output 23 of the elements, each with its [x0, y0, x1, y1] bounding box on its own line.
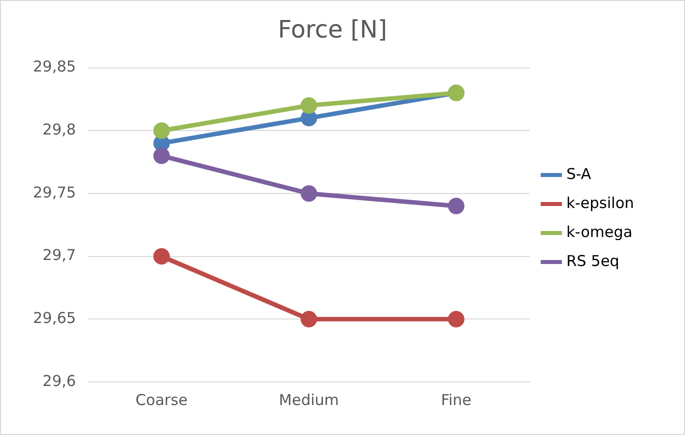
point [300, 97, 318, 114]
legend-label: k-epsilon [566, 194, 634, 212]
point [300, 185, 318, 202]
legend-label: k-omega [566, 222, 632, 241]
point [153, 148, 170, 164]
x-tick-label: Fine [440, 390, 472, 409]
legend-label: S-A [566, 164, 592, 183]
y-tick-label: 29,75 [32, 183, 76, 202]
y-tick-label: 29,7 [42, 246, 76, 264]
legend-label: RS 5eq [566, 252, 620, 270]
y-tick-label: 29,6 [42, 372, 76, 390]
point [448, 310, 464, 328]
y-tick-label: 29,85 [32, 58, 76, 76]
point [153, 122, 170, 139]
x-tick-label: Medium [278, 390, 339, 409]
point [300, 110, 318, 126]
point [153, 248, 170, 265]
y-tick-label: 29,65 [32, 309, 76, 328]
x-tick-label: Coarse [136, 390, 188, 409]
point [448, 198, 464, 214]
point [300, 310, 318, 328]
y-tick-label: 29,8 [42, 120, 76, 139]
chart-title: Force [N] [278, 16, 388, 44]
